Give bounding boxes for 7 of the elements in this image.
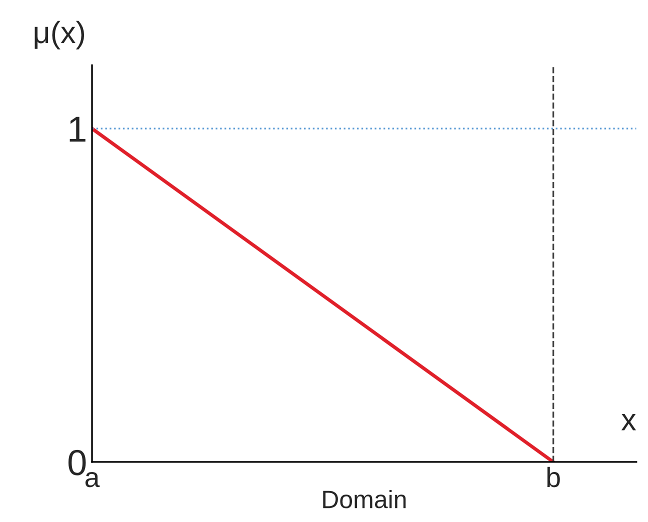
y-tick-label: 1 [70, 116, 86, 142]
y-tick-label: 0 [68, 450, 86, 476]
y-axis-title: μ(x) [34, 20, 84, 50]
annotation: x [621, 414, 636, 430]
x-axis-title: Domain [323, 490, 406, 508]
x-tick-label: a [85, 472, 100, 488]
x-tick-label: b [547, 466, 560, 488]
